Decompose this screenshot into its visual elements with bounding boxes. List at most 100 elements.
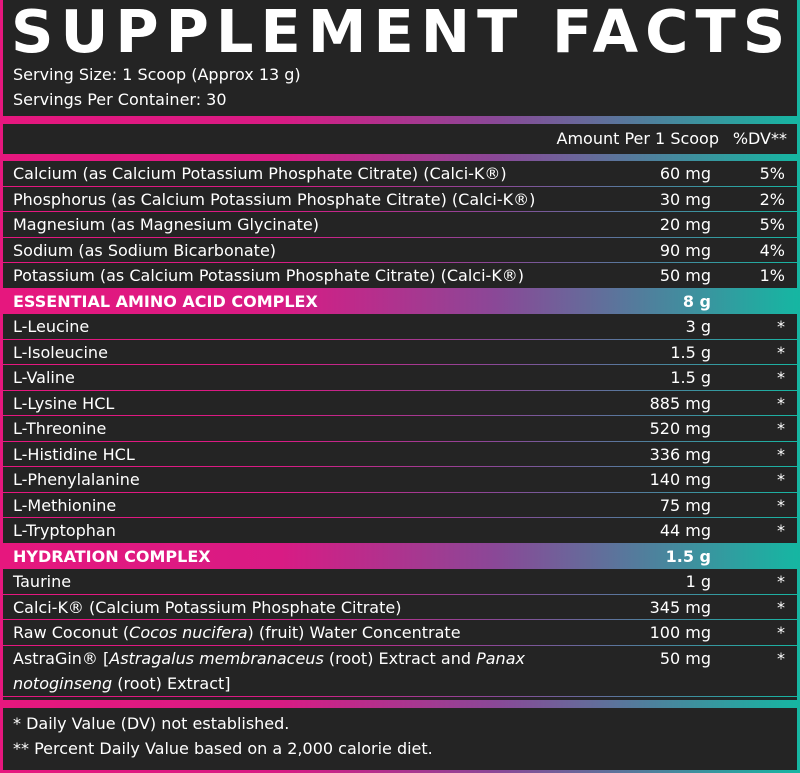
- daily-value: *: [777, 444, 785, 464]
- nutrient-name: L-Threonine: [13, 419, 107, 438]
- daily-value: 4%: [759, 240, 785, 260]
- amount: 885 mg: [649, 393, 711, 413]
- name-part: Cocos nucifera: [129, 623, 248, 642]
- nutrient-row: L-Threonine 520 mg *: [3, 416, 797, 442]
- amount: 75 mg: [659, 495, 711, 515]
- amount: 1.5 g: [670, 368, 711, 387]
- daily-value: *: [777, 470, 785, 489]
- amount: 1.5 g: [670, 342, 711, 362]
- daily-value: *: [777, 317, 785, 336]
- daily-value: *: [777, 342, 785, 362]
- amount: 1 g: [685, 572, 711, 591]
- daily-value: 1%: [759, 266, 785, 285]
- section-name: ESSENTIAL AMINO ACID COMPLEX: [13, 291, 318, 311]
- nutrient-row: Taurine 1 g *: [3, 569, 797, 595]
- name-part: Astragalus membranaceus: [109, 648, 324, 668]
- amount: 90 mg: [659, 240, 711, 260]
- amount: 50 mg: [659, 648, 711, 668]
- amount: 100 mg: [649, 623, 711, 642]
- dv-header: %DV**: [732, 129, 787, 148]
- nutrient-row: Raw Coconut (Cocos nucifera) (fruit) Wat…: [3, 620, 797, 646]
- divider: [3, 116, 797, 124]
- nutrient-row: Calcium (as Calcium Potassium Phosphate …: [3, 161, 797, 187]
- daily-value: *: [777, 495, 785, 515]
- nutrient-row: Magnesium (as Magnesium Glycinate) 20 mg 5…: [3, 212, 797, 238]
- daily-value: 2%: [759, 189, 785, 209]
- amount: 520 mg: [649, 419, 711, 438]
- nutrient-row: L-Lysine HCL 885 mg *: [3, 390, 797, 416]
- daily-value: 5%: [759, 215, 785, 234]
- name-part: AstraGin® [: [13, 648, 110, 668]
- footnotes: * Daily Value (DV) not established. ** Pe…: [3, 708, 797, 761]
- divider: [3, 154, 797, 161]
- daily-value: *: [777, 623, 785, 642]
- amount-header: Amount Per 1 Scoop: [556, 129, 720, 148]
- daily-value: *: [777, 393, 785, 413]
- section-row: ESSENTIAL AMINO ACID COMPLEX 8 g: [3, 288, 797, 314]
- nutrient-row: L-Isoleucine 1.5 g *: [3, 339, 797, 365]
- nutrient-name: L-Phenylalanine: [13, 470, 140, 489]
- nutrient-name: Magnesium (as Magnesium Glycinate): [13, 215, 320, 234]
- nutrient-name: Potassium (as Calcium Potassium Phosphat…: [13, 266, 525, 285]
- divider: [3, 699, 797, 708]
- nutrient-row: L-Valine 1.5 g *: [3, 365, 797, 391]
- nutrient-row: L-Tryptophan 44 mg *: [3, 518, 797, 544]
- section-name: HYDRATION COMPLEX: [13, 546, 211, 566]
- section-amount: 1.5 g: [665, 546, 711, 566]
- servings-per-container: Servings Per Container: 30: [13, 90, 227, 109]
- nutrient-row: Phosphorus (as Calcium Potassium Phospha…: [3, 186, 797, 212]
- nutrient-row: L-Histidine HCL 336 mg *: [3, 441, 797, 467]
- daily-value: *: [777, 572, 785, 591]
- serving-size: Serving Size: 1 Scoop (Approx 13 g): [13, 65, 301, 84]
- supplement-facts: SUPPLEMENT FACTS Serving Size: 1 Scoop (…: [3, 0, 797, 770]
- amount: 20 mg: [659, 215, 711, 234]
- amount: 140 mg: [649, 470, 711, 489]
- nutrient-name: L-Histidine HCL: [13, 444, 135, 464]
- section-row: HYDRATION COMPLEX 1.5 g: [3, 543, 797, 569]
- amount: 336 mg: [649, 444, 711, 464]
- header-row: Amount Per 1 Scoop %DV**: [3, 124, 797, 154]
- daily-value: *: [777, 521, 785, 540]
- nutrient-name: Calcium (as Calcium Potassium Phosphate …: [13, 164, 507, 183]
- amount: 30 mg: [659, 189, 711, 209]
- daily-value: 5%: [759, 164, 785, 183]
- amount: 50 mg: [659, 266, 711, 285]
- name-part: Panax notoginseng: [13, 648, 525, 693]
- amount: 3 g: [685, 317, 711, 336]
- nutrient-name: Raw Coconut (Cocos nucifera) (fruit) Wat…: [13, 620, 603, 646]
- nutrient-name: L-Methionine: [13, 495, 117, 515]
- nutrient-row: Potassium (as Calcium Potassium Phosphat…: [3, 263, 797, 289]
- name-part: (root) Extract]: [112, 673, 231, 693]
- nutrient-row: Calci-K® (Calcium Potassium Phosphate Ci…: [3, 594, 797, 620]
- daily-value: *: [777, 419, 785, 438]
- nutrient-name: L-Lysine HCL: [13, 393, 115, 413]
- title: SUPPLEMENT FACTS: [11, 0, 793, 66]
- rows: Calcium (as Calcium Potassium Phosphate …: [3, 161, 797, 697]
- name-part: ) (fruit) Water Concentrate: [247, 623, 461, 642]
- nutrient-name: L-Leucine: [13, 317, 90, 336]
- footnote: * Daily Value (DV) not established.: [13, 713, 290, 733]
- name-part: Raw Coconut (: [13, 623, 130, 642]
- nutrient-row: Sodium (as Sodium Bicarbonate) 90 mg 4%: [3, 237, 797, 263]
- footnote: ** Percent Daily Value based on a 2,000 …: [13, 738, 433, 758]
- section-amount: 8 g: [682, 291, 711, 311]
- nutrient-name: L-Tryptophan: [13, 521, 116, 540]
- daily-value: *: [777, 368, 785, 387]
- name-part: (root) Extract and: [323, 648, 477, 668]
- nutrient-name: Taurine: [13, 572, 72, 591]
- amount: 44 mg: [659, 521, 711, 540]
- nutrient-name: L-Isoleucine: [13, 342, 108, 362]
- nutrient-name: Calci-K® (Calcium Potassium Phosphate Ci…: [13, 597, 402, 617]
- daily-value: *: [777, 597, 785, 617]
- nutrient-row: L-Leucine 3 g *: [3, 314, 797, 340]
- amount: 60 mg: [659, 164, 711, 183]
- nutrient-name: Sodium (as Sodium Bicarbonate): [13, 240, 277, 260]
- nutrient-name: L-Valine: [13, 368, 75, 387]
- nutrient-name: Phosphorus (as Calcium Potassium Phospha…: [13, 189, 536, 209]
- daily-value: *: [777, 648, 785, 668]
- amount: 345 mg: [649, 597, 711, 617]
- nutrient-row: L-Phenylalanine 140 mg *: [3, 467, 797, 493]
- nutrient-name: AstraGin® [Astragalus membranaceus (root…: [13, 646, 603, 696]
- nutrient-row: L-Methionine 75 mg *: [3, 492, 797, 518]
